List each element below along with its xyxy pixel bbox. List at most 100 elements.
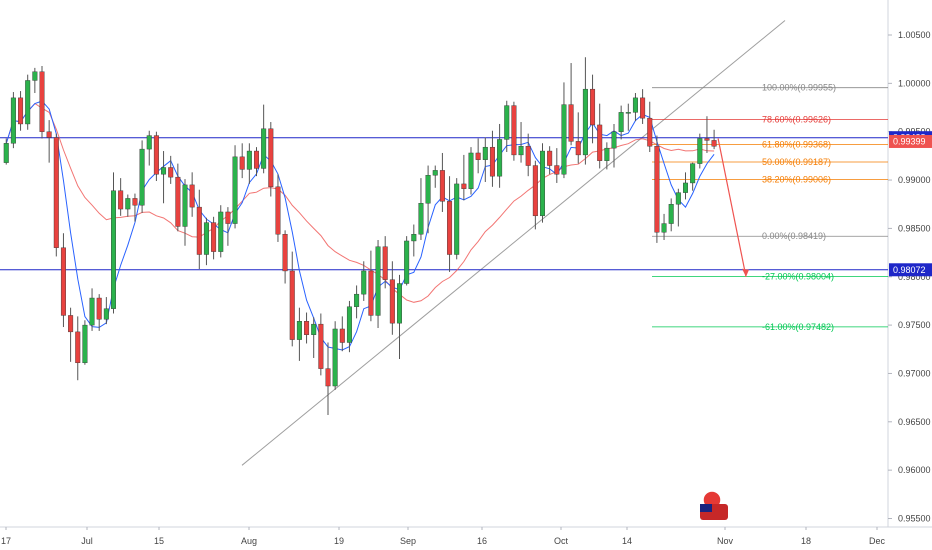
candle <box>447 176 453 272</box>
candle <box>203 217 209 266</box>
candle-body <box>647 117 653 147</box>
candle-body <box>161 167 167 175</box>
candle <box>640 89 646 124</box>
candle-body <box>354 293 360 307</box>
fib-level-label: 0.00%(0.98419) <box>762 231 826 241</box>
candle <box>547 146 553 175</box>
candle <box>118 178 124 216</box>
candle-body <box>711 140 717 147</box>
candle <box>354 285 360 319</box>
candle <box>89 288 95 331</box>
candle <box>654 135 660 243</box>
projection-arrow <box>717 138 747 277</box>
candle <box>275 174 281 242</box>
candle-body <box>554 165 560 175</box>
candle-body <box>25 80 31 125</box>
y-tick-label: 1.00500 <box>898 30 931 40</box>
candle <box>146 130 152 166</box>
candle-body <box>332 328 338 387</box>
candle <box>60 233 66 328</box>
candle <box>511 101 517 161</box>
candle-body <box>132 198 138 206</box>
candle-body <box>654 146 660 233</box>
candle-body <box>275 186 281 235</box>
candle <box>110 172 116 314</box>
candle-body <box>68 315 74 333</box>
candle <box>690 162 696 191</box>
candle-body <box>196 206 202 255</box>
candle-body <box>261 128 267 169</box>
candle-body <box>447 201 453 255</box>
y-tick-label: 0.96000 <box>898 465 931 475</box>
candle-body <box>60 247 66 316</box>
candle-body <box>618 112 624 132</box>
candle-body <box>511 105 517 156</box>
candle-body <box>540 150 546 217</box>
candle-body <box>311 323 317 335</box>
candle-body <box>504 105 510 140</box>
candle-body <box>668 204 674 224</box>
x-tick-label: Jul <box>81 536 93 546</box>
candle <box>461 154 467 201</box>
candle <box>590 74 596 144</box>
x-tick-label: Aug <box>241 536 257 546</box>
y-tick-label: 0.98500 <box>898 223 931 233</box>
candle <box>282 230 288 284</box>
candle-body <box>96 297 102 320</box>
candle-body <box>632 97 638 113</box>
candle <box>68 307 74 362</box>
candle <box>175 163 181 232</box>
candle-body <box>153 135 159 175</box>
candle <box>382 236 388 289</box>
moving-average-slow <box>5 102 715 303</box>
fib-level-label: 38.20%(0.99006) <box>762 174 831 184</box>
candle-body <box>253 150 259 169</box>
candle <box>218 205 224 258</box>
candle-body <box>175 176 181 227</box>
candle-body <box>690 163 696 184</box>
fib-level-label: 61.80%(0.99368) <box>762 139 831 149</box>
candle <box>532 160 538 230</box>
candle <box>10 92 16 149</box>
x-tick-label: 18 <box>801 536 811 546</box>
candle-body <box>189 184 195 208</box>
candle <box>332 321 338 390</box>
candle-body <box>125 198 131 210</box>
candle-body <box>625 112 631 114</box>
x-tick-label: 17 <box>1 536 11 546</box>
candle <box>475 138 481 174</box>
candle <box>153 131 159 182</box>
candle <box>497 123 503 188</box>
candle-body <box>211 222 217 252</box>
candle <box>289 251 295 347</box>
x-tick-label: 15 <box>154 536 164 546</box>
candle <box>504 100 510 153</box>
candle <box>468 147 474 195</box>
candle-body <box>432 170 438 176</box>
candle-body <box>411 234 417 242</box>
candle-body <box>82 324 88 364</box>
candle <box>325 342 331 416</box>
candle-body <box>604 147 610 161</box>
candle-body <box>10 97 16 144</box>
candle-body <box>268 128 274 188</box>
candle-body <box>18 97 24 125</box>
projection-arrow-head <box>742 268 749 277</box>
candle <box>211 216 217 260</box>
candle-body <box>611 131 617 149</box>
candle-body <box>568 104 574 142</box>
candle-body <box>518 146 524 156</box>
candle <box>304 312 310 344</box>
y-tick-label: 0.97000 <box>898 368 931 378</box>
candle-body <box>532 165 538 217</box>
candle-body <box>597 124 603 161</box>
candle <box>318 313 324 376</box>
last-price-price-label: 0.99399 <box>889 134 932 148</box>
candle <box>46 120 52 163</box>
y-tick-label: 0.98000 <box>898 272 931 282</box>
candle-body <box>640 97 646 119</box>
candle-body <box>382 246 388 280</box>
candle <box>375 240 381 329</box>
candle-body <box>461 183 467 189</box>
